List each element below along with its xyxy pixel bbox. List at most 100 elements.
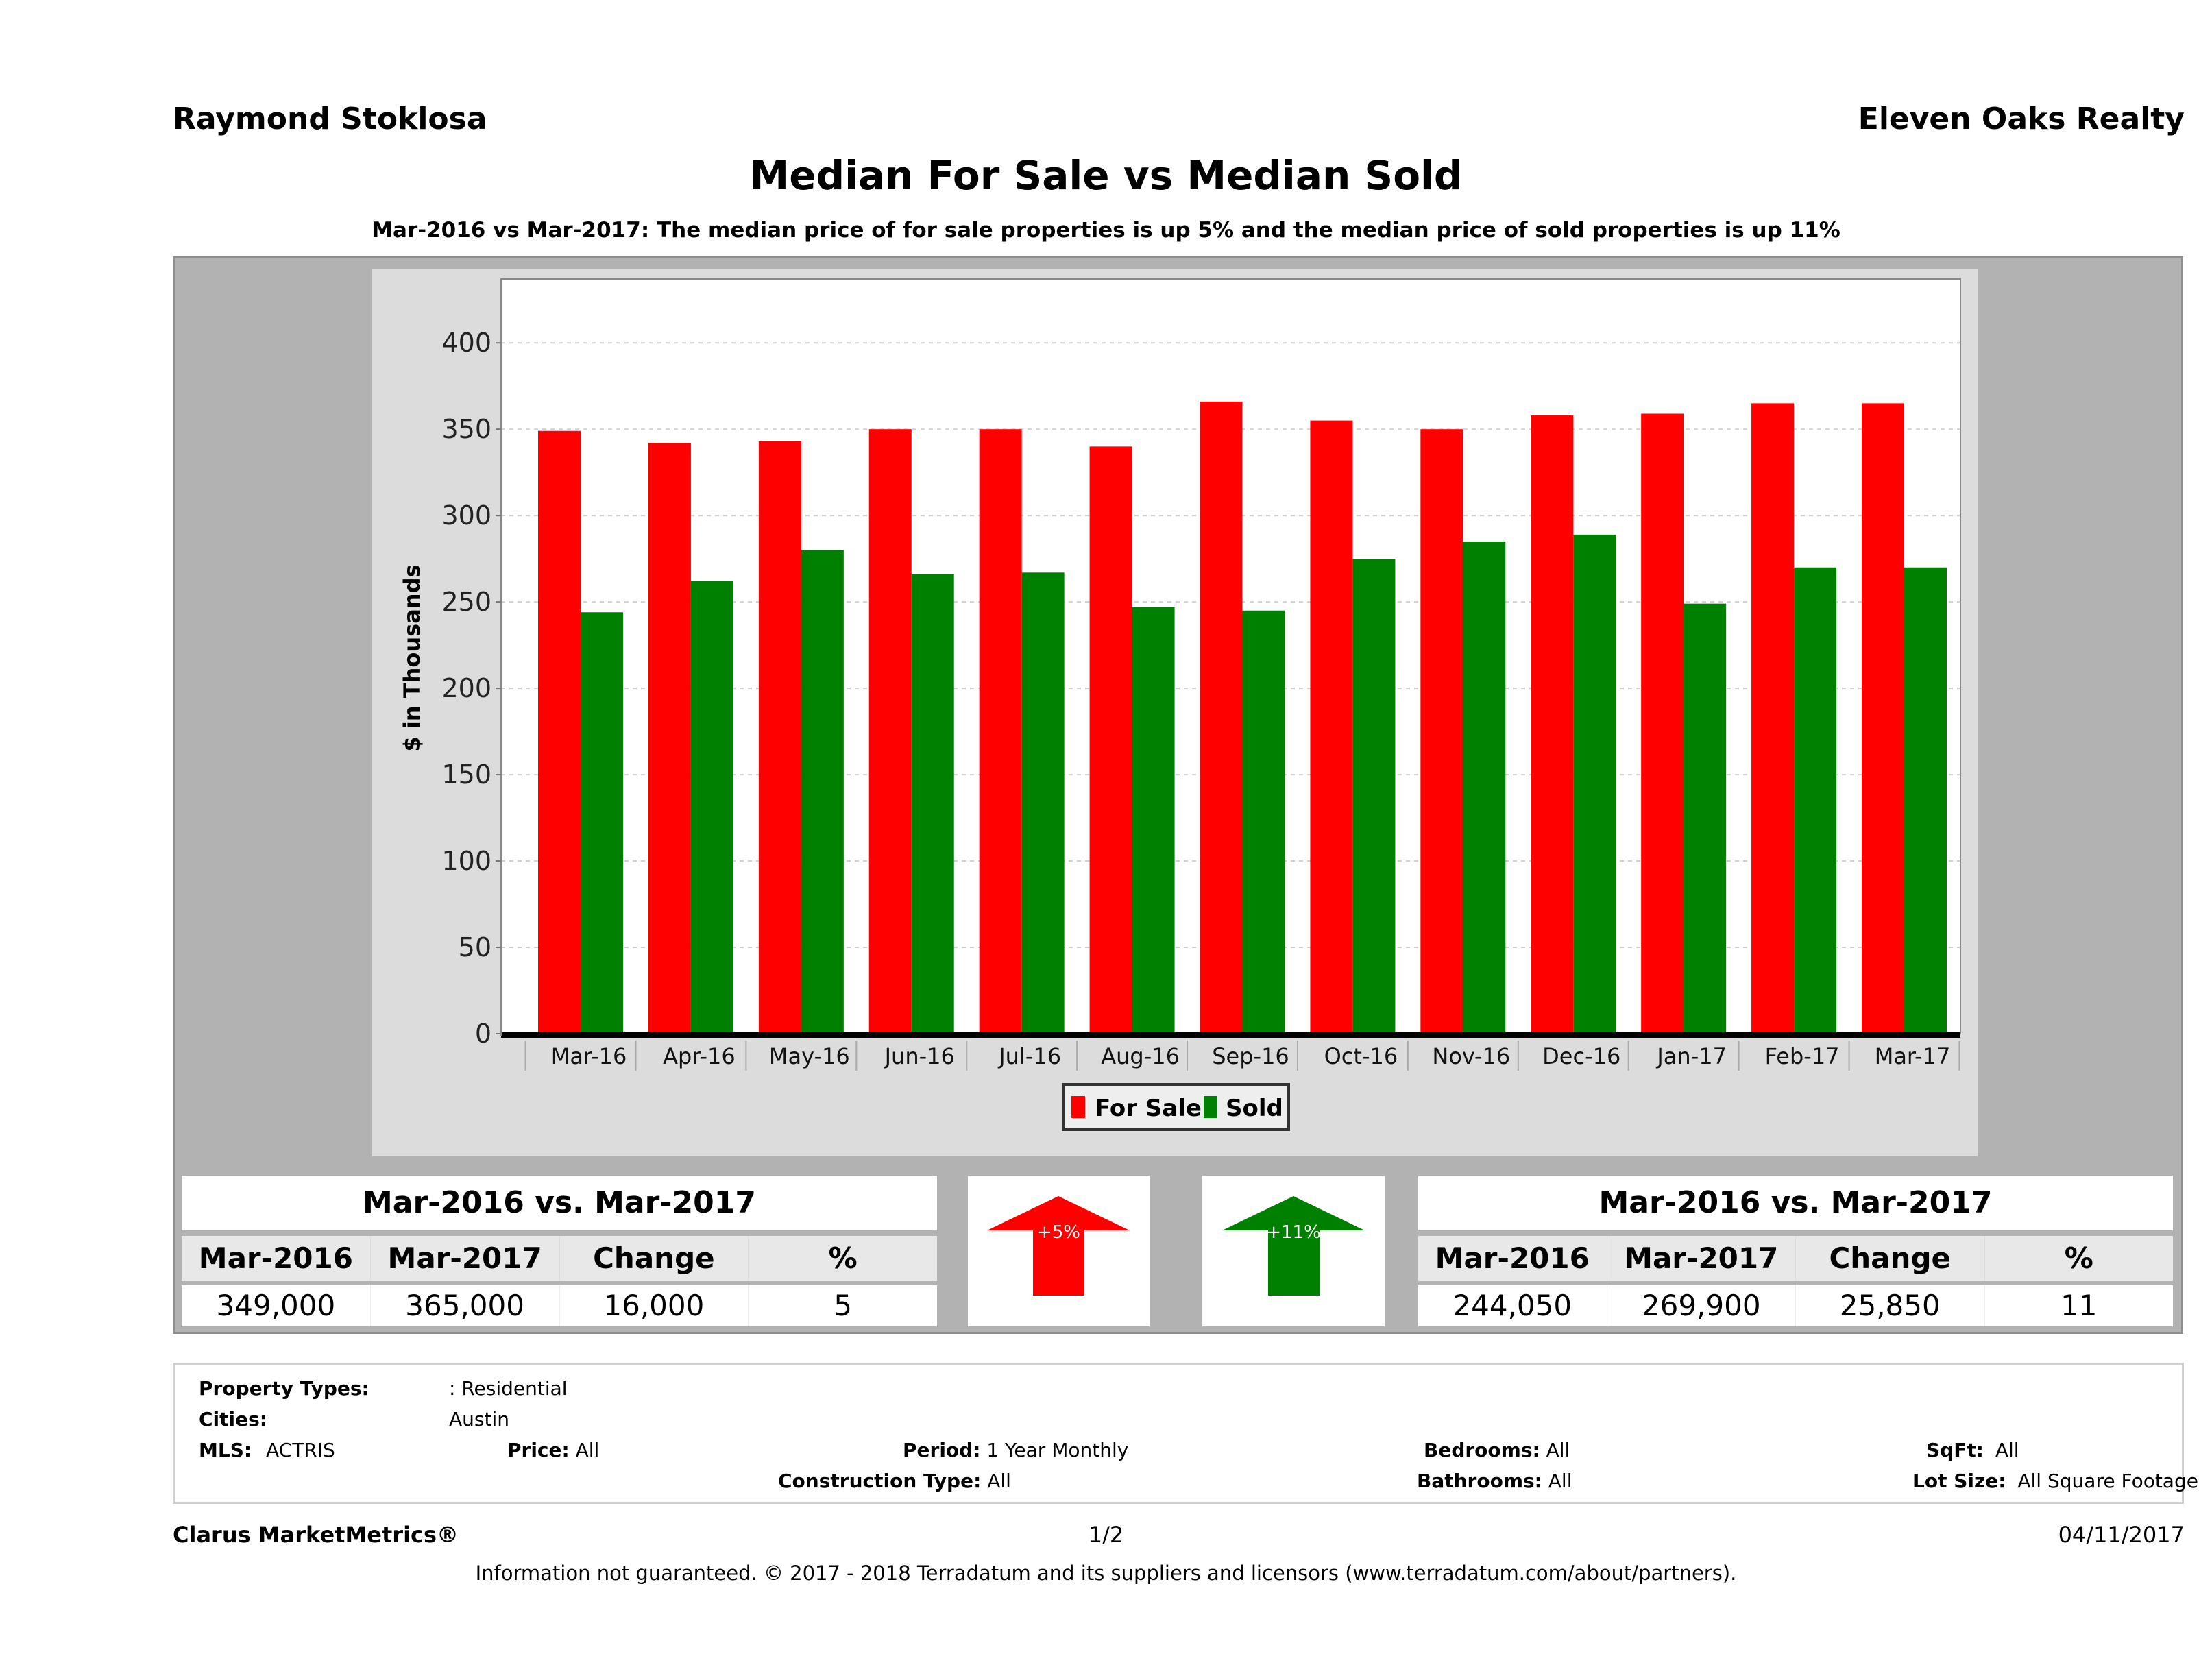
filter-label: Period: [903,1439,981,1461]
header-cell: Mar-2016 [182,1236,371,1281]
value-cell: 365,000 [371,1285,560,1326]
filter-value: ACTRIS [265,1439,335,1461]
table-header-row: Mar-2016 Mar-2017 Change % [1418,1236,2173,1281]
filter-label: SqFt: [1926,1439,1984,1461]
sold-change-label: +11% [1266,1222,1321,1243]
bar-for-sale-dec-16 [1531,415,1574,1034]
legend-box [1062,1083,1290,1131]
filter-value: 1 Year Monthly [986,1439,1129,1461]
header-cell: % [2064,1241,2093,1275]
for-sale-summary-table: Mar-2016 vs. Mar-2017 Mar-2016 Mar-2017 … [182,1176,937,1326]
company-name: Eleven Oaks Realty [1858,101,2185,136]
y-tick-label: 300 [441,500,491,531]
bars [538,401,1947,1034]
filter-label: Cities: [199,1408,267,1431]
filter-sqft: SqFt: All [1926,1439,2019,1461]
bar-sold-jun-16 [911,574,954,1034]
bar-for-sale-jul-16 [979,429,1022,1034]
legend-swatch-for-sale [1071,1096,1085,1118]
filter-label: Bathrooms: [1417,1470,1542,1492]
x-tick-label: Mar-17 [1875,1043,1951,1069]
y-tick-label: 0 [475,1019,491,1049]
x-tick-label: Mar-16 [551,1043,627,1069]
table-title: Mar-2016 vs. Mar-2017 [1418,1176,2173,1230]
page-number: 1/2 [1088,1522,1124,1548]
x-tick-label: May-16 [769,1043,850,1069]
x-tick-label: Aug-16 [1101,1043,1180,1069]
legend-label-sold: Sold [1226,1095,1283,1122]
table-row: 244,050 269,900 25,850 11 [1418,1285,2173,1326]
table-title: Mar-2016 vs. Mar-2017 [182,1176,937,1230]
sold-summary-table: Mar-2016 vs. Mar-2017 Mar-2016 Mar-2017 … [1418,1176,2173,1326]
y-tick-label: 350 [441,414,491,444]
table-row: 349,000 365,000 16,000 5 [182,1285,937,1326]
header-cell: Mar-2016 [1418,1236,1607,1281]
bar-sold-mar-17 [1904,567,1947,1034]
filter-value: Austin [449,1408,509,1431]
bar-for-sale-feb-17 [1751,403,1795,1034]
bar-sold-nov-16 [1463,541,1506,1034]
filter-mls: MLS: ACTRIS [199,1439,335,1461]
y-tick-label: 100 [441,846,491,876]
filter-period: Period: 1 Year Monthly [903,1439,1128,1461]
header-cell: Change [1796,1236,1985,1281]
value-cell: 244,050 [1418,1285,1607,1326]
bar-for-sale-jan-17 [1641,413,1684,1034]
header-cell: Mar-2017 [1607,1236,1796,1281]
filter-value: All [987,1470,1011,1492]
x-tick-label: Nov-16 [1432,1043,1510,1069]
filter-bathrooms: Bathrooms: All [1417,1470,1572,1492]
x-tick-label: Dec-16 [1542,1043,1620,1069]
filter-value: All [1546,1439,1570,1461]
value-cell: 269,900 [1607,1285,1796,1326]
bar-for-sale-jun-16 [868,429,912,1034]
header-cell: Change [560,1236,749,1281]
filter-label: MLS: [199,1439,252,1461]
disclaimer: Information not guaranteed. © 2017 - 201… [475,1561,1737,1585]
y-axis-label: $ in Thousands [399,564,425,751]
filter-value: All [1548,1470,1572,1492]
table-header-row: Mar-2016 Mar-2017 Change % [182,1236,937,1281]
x-tick-label: Oct-16 [1324,1043,1398,1069]
bar-for-sale-apr-16 [648,443,691,1034]
x-tick-label: Feb-17 [1765,1043,1840,1069]
up-arrow-icon [1222,1196,1365,1296]
bar-for-sale-nov-16 [1420,429,1463,1034]
x-tick-label: Sep-16 [1212,1043,1289,1069]
x-tick-label: Jul-16 [997,1043,1061,1069]
x-tick-label: Apr-16 [663,1043,736,1069]
bar-sold-dec-16 [1573,534,1616,1034]
filter-value: All Square Footage [2017,1470,2198,1492]
bar-sold-aug-16 [1132,607,1175,1034]
filter-construction-type: Construction Type: All [778,1470,1011,1492]
bar-sold-feb-17 [1794,567,1837,1034]
bar-sold-mar-16 [581,612,623,1034]
value-cell: 25,850 [1796,1285,1985,1326]
filter-value: All [1995,1439,2019,1461]
bar-sold-jul-16 [1021,572,1065,1034]
y-ticks: 0 50 100 150 200 250 300 350 400 [441,328,501,1049]
x-ticks: Mar-16 Apr-16 May-16 Jun-16 Jul-16 Aug-16 Sep-… [524,1041,1960,1071]
y-tick-label: 400 [441,328,491,358]
bar-sold-apr-16 [690,581,733,1034]
filter-label: Property Types: [199,1377,369,1400]
bar-sold-may-16 [801,550,844,1034]
filter-label: Price: [507,1439,570,1461]
value-cell: 5 [834,1289,852,1322]
legend-label-for-sale: For Sale [1095,1095,1202,1122]
y-tick-label: 200 [441,673,491,703]
report-title: Median For Sale vs Median Sold [749,152,1463,199]
bar-sold-sep-16 [1242,610,1285,1034]
report-filters: Property Types: : Residential Cities: Au… [173,1363,2198,1504]
bar-for-sale-sep-16 [1200,401,1243,1034]
y-tick-label: 150 [441,759,491,790]
filter-value: : Residential [449,1377,568,1400]
filter-cities: Cities: [199,1408,267,1431]
bar-sold-jan-17 [1684,603,1727,1034]
bar-for-sale-may-16 [758,441,801,1034]
header-cell: % [828,1241,858,1275]
filter-bedrooms: Bedrooms: All [1424,1439,1570,1461]
value-cell: 349,000 [182,1285,371,1326]
value-cell: 16,000 [560,1285,749,1326]
value-cell: 11 [2061,1289,2098,1322]
